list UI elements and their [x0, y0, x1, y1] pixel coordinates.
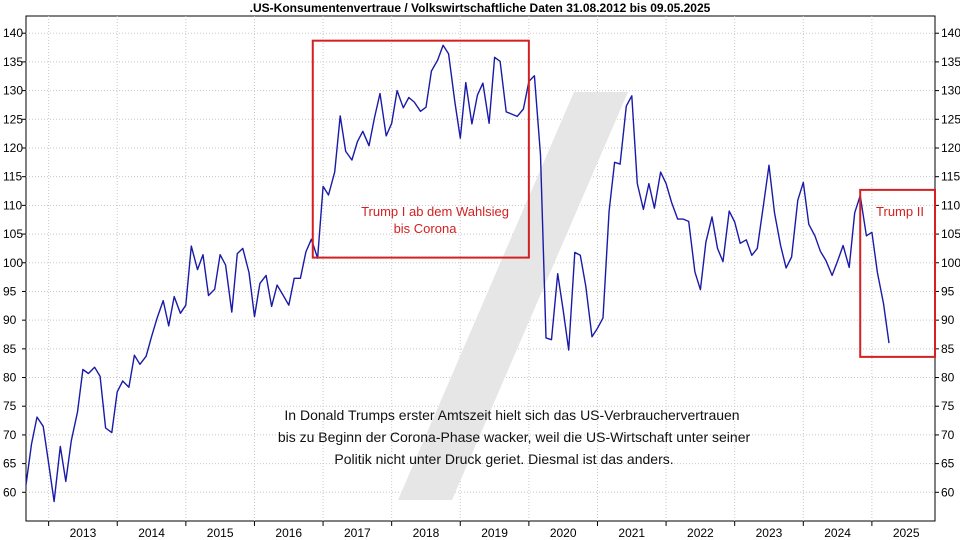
series-layer — [25, 44, 890, 503]
note-line-3: Politik nicht unter Druck geriet. Diesma… — [334, 451, 673, 467]
y-tick-label-right: 70 — [941, 428, 955, 442]
y-tick-label-right: 140 — [941, 26, 960, 40]
y-axis-left: 60 65 70 75 80 85 90 95 100 105 110 115 120 125 130 135… — [3, 26, 26, 499]
x-tick-label: 2018 — [413, 526, 440, 540]
x-tick-label: 2019 — [481, 526, 508, 540]
chart-title: .US-Konsumentenvertraue / Volkswirtschaf… — [250, 1, 711, 15]
x-tick-label: 2025 — [893, 526, 920, 540]
trump2-label: Trump II — [876, 204, 924, 219]
y-tick-label-left: 75 — [3, 399, 17, 413]
y-tick-label-right: 80 — [941, 371, 955, 385]
y-tick-label-right: 110 — [941, 198, 960, 212]
y-tick-label-left: 60 — [3, 485, 17, 499]
y-tick-label-left: 140 — [3, 26, 23, 40]
plot-frame — [25, 15, 936, 522]
note-line-1: In Donald Trumps erster Amtszeit hielt s… — [284, 407, 739, 423]
y-tick-label-left: 85 — [3, 342, 17, 356]
x-tick-label: 2023 — [756, 526, 783, 540]
x-tick-label: 2017 — [344, 526, 371, 540]
x-tick-label: 2020 — [550, 526, 577, 540]
x-tick-label: 2022 — [687, 526, 714, 540]
y-tick-label-right: 125 — [941, 112, 960, 126]
y-tick-label-right: 105 — [941, 227, 960, 241]
series-line-consumer-confidence — [25, 44, 890, 503]
y-tick-label-right: 120 — [941, 141, 960, 155]
x-axis: 2013 2014 2015 2016 2017 2018 2019 2020 2021 2022… — [48, 521, 920, 540]
y-tick-label-right: 100 — [941, 256, 960, 270]
x-tick-label: 2016 — [275, 526, 302, 540]
grid-lines — [26, 16, 935, 521]
y-tick-label-right: 115 — [941, 170, 960, 184]
x-tick-label: 2013 — [70, 526, 97, 540]
y-tick-label-left: 90 — [3, 313, 17, 327]
y-tick-label-left: 95 — [3, 284, 17, 298]
y-tick-label-left: 65 — [3, 457, 17, 471]
y-tick-label-right: 90 — [941, 313, 955, 327]
y-axis-right: 60 65 70 75 80 85 90 95 100 105 110 115 120 125 130 135… — [935, 26, 960, 499]
y-tick-label-right: 95 — [941, 284, 955, 298]
y-tick-label-right: 65 — [941, 457, 955, 471]
note-line-2: bis zu Beginn der Corona-Phase wacker, w… — [278, 429, 751, 445]
y-tick-label-left: 125 — [3, 112, 23, 126]
watermark-logo — [398, 92, 628, 500]
y-tick-label-left: 70 — [3, 428, 17, 442]
y-tick-label-right: 130 — [941, 84, 960, 98]
x-tick-label: 2015 — [207, 526, 234, 540]
y-tick-label-left: 105 — [3, 227, 23, 241]
y-tick-label-left: 115 — [3, 170, 22, 184]
y-tick-label-right: 135 — [941, 55, 960, 69]
y-tick-label-left: 120 — [3, 141, 23, 155]
y-tick-label-left: 100 — [3, 256, 23, 270]
y-tick-label-left: 80 — [3, 371, 17, 385]
x-tick-label: 2014 — [138, 526, 165, 540]
x-tick-label: 2024 — [824, 526, 851, 540]
y-tick-label-right: 85 — [941, 342, 955, 356]
y-tick-label-right: 60 — [941, 485, 955, 499]
y-tick-label-left: 135 — [3, 55, 23, 69]
watermark-slash — [398, 92, 628, 500]
trump1-label-line1: Trump I ab dem Wahlsieg — [361, 204, 509, 219]
trump1-box — [311, 39, 530, 259]
y-tick-label-right: 75 — [941, 399, 955, 413]
y-tick-label-left: 110 — [3, 198, 22, 212]
y-tick-label-left: 130 — [3, 84, 23, 98]
trump1-label-line2: bis Corona — [394, 221, 458, 236]
annotation-boxes — [311, 39, 936, 358]
x-tick-label: 2021 — [618, 526, 645, 540]
trump2-box — [859, 188, 936, 358]
